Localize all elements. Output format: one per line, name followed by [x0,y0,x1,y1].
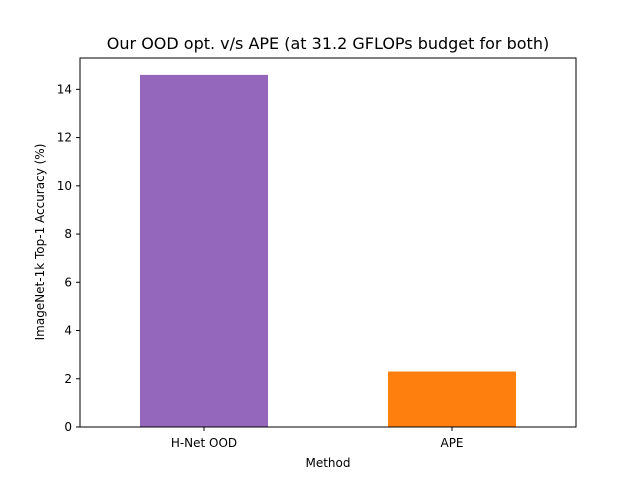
y-tick-label: 10 [57,179,72,193]
y-tick-label: 8 [64,227,72,241]
y-tick-label: 2 [64,372,72,386]
chart-title: Our OOD opt. v/s APE (at 31.2 GFLOPs bud… [107,34,549,53]
bar-ape [388,371,516,427]
y-axis-label: ImageNet-1k Top-1 Accuracy (%) [33,144,47,341]
y-tick-label: 6 [64,275,72,289]
x-tick-label: APE [440,436,463,450]
axes-frame [79,57,577,428]
y-tick-label: 4 [64,324,72,338]
y-tick-label: 14 [57,82,72,96]
x-tick-label: H-Net OOD [171,436,237,450]
bar-h-net-ood [140,74,268,427]
y-tick-label: 0 [64,420,72,434]
x-axis-label: Method [305,456,350,470]
plot-area: H-Net OOD APE 0 2 4 6 8 10 12 14 [57,57,577,450]
y-tick-label: 12 [57,131,72,145]
